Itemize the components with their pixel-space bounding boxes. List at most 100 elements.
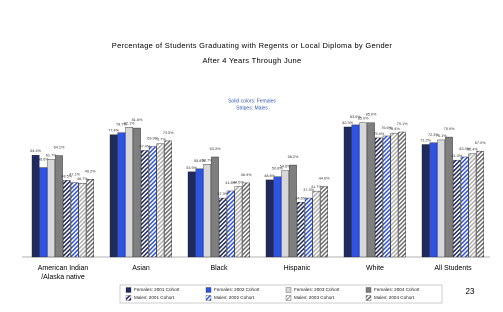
bar [320, 186, 329, 258]
x-tick-label: All Students [434, 265, 472, 272]
legend-label: Males: 2004 Cohort [374, 295, 415, 300]
bar [437, 139, 446, 258]
value-label: 58.2% [288, 155, 299, 159]
value-label: 47.1% [69, 173, 80, 177]
legend-label: Females: 2001 Cohort [134, 287, 180, 292]
bar [375, 137, 383, 258]
legend-label: Females: 2002 Cohort [214, 287, 260, 292]
bar [117, 132, 126, 258]
value-label: 79.1% [397, 122, 408, 126]
legend-swatch [365, 287, 372, 293]
value-label: 61.7% [46, 154, 57, 158]
x-tick-label: White [366, 265, 384, 272]
value-label: 44.6% [233, 181, 244, 185]
value-label: 73.5% [163, 131, 174, 135]
value-label: 48.5% [61, 174, 72, 178]
bar [476, 150, 485, 258]
legend-swatch [205, 295, 212, 301]
value-label: 63.3% [459, 147, 470, 151]
bar [453, 159, 461, 258]
page-number: 23 [466, 287, 475, 296]
value-label: 85.0% [366, 113, 377, 117]
bar [140, 150, 149, 258]
value-label: 53.9% [186, 166, 197, 170]
value-label: 69.9% [147, 137, 158, 141]
value-label: 44.6% [319, 177, 330, 181]
legend-box [119, 284, 443, 304]
bar [63, 180, 71, 258]
bar [445, 136, 453, 258]
bar [133, 127, 141, 258]
bar [351, 124, 360, 258]
bar [156, 143, 165, 258]
value-label: 65.4% [467, 148, 478, 152]
chart-title: Percentage of Students Graduating with R… [112, 41, 393, 50]
legend-swatch [285, 295, 292, 301]
value-label: 49.2% [85, 169, 96, 173]
bar [55, 155, 63, 258]
value-label: 46.9% [241, 173, 252, 177]
bar [390, 132, 399, 258]
x-tick-label: Asian [132, 265, 150, 272]
bar [195, 168, 204, 258]
bar [70, 182, 79, 258]
bar [187, 171, 196, 258]
value-label: 72.3% [428, 133, 439, 137]
value-label: 75.4% [373, 132, 384, 136]
bar [78, 183, 87, 258]
bar [234, 186, 243, 258]
legend-label: Males: 2002 Cohort [214, 295, 255, 300]
value-label: 37.3% [217, 192, 228, 196]
value-label: 55.8% [194, 159, 205, 163]
bar [421, 144, 430, 258]
legend-swatch [205, 287, 212, 293]
value-label: 46.7% [77, 177, 88, 181]
bar [47, 159, 55, 258]
value-label: 78.4% [389, 127, 400, 131]
value-label: 81.6% [132, 118, 143, 122]
value-label: 50.8% [272, 167, 283, 171]
value-label: 41.7% [311, 185, 322, 189]
legend-label: Males: 2001 Cohort [134, 295, 175, 300]
bar [218, 197, 227, 258]
value-label: 41.8% [225, 181, 236, 185]
chart-title: After 4 Years Through June [203, 56, 302, 65]
bar [211, 156, 219, 258]
x-tick-label: American Indian /Alaska native [37, 265, 89, 281]
bar [86, 179, 94, 258]
bar [429, 142, 438, 258]
legend-swatch [125, 295, 132, 301]
bar [273, 176, 282, 258]
legend-label: Females: 2004 Cohort [374, 287, 420, 292]
bar [398, 131, 407, 258]
bar [304, 197, 313, 258]
value-label: 64.4% [30, 149, 41, 153]
value-label: 34.6% [295, 196, 306, 200]
note: Stripes: Males [236, 105, 268, 111]
bar [148, 146, 157, 258]
bar [367, 122, 375, 258]
bar [164, 140, 173, 258]
value-label: 54.6% [280, 165, 291, 169]
bar [312, 190, 321, 258]
value-label: 64.2% [54, 146, 65, 150]
bar [203, 164, 212, 258]
value-label: 71.7% [155, 138, 166, 142]
value-label: 82.1% [124, 121, 135, 125]
bar [109, 134, 118, 258]
bar [125, 127, 133, 258]
value-label: 37.3% [303, 188, 314, 192]
bar [468, 153, 477, 258]
bar [343, 126, 352, 258]
legend-swatch [125, 287, 132, 293]
x-tick-label: Hispanic [283, 265, 311, 272]
value-label: 56.6% [38, 158, 49, 162]
value-label: 67.0% [475, 141, 486, 145]
bar [31, 155, 40, 258]
bar [289, 164, 297, 258]
value-label: 82.3% [342, 121, 353, 125]
bar [460, 156, 469, 258]
bar [242, 182, 251, 258]
bar [297, 202, 305, 258]
